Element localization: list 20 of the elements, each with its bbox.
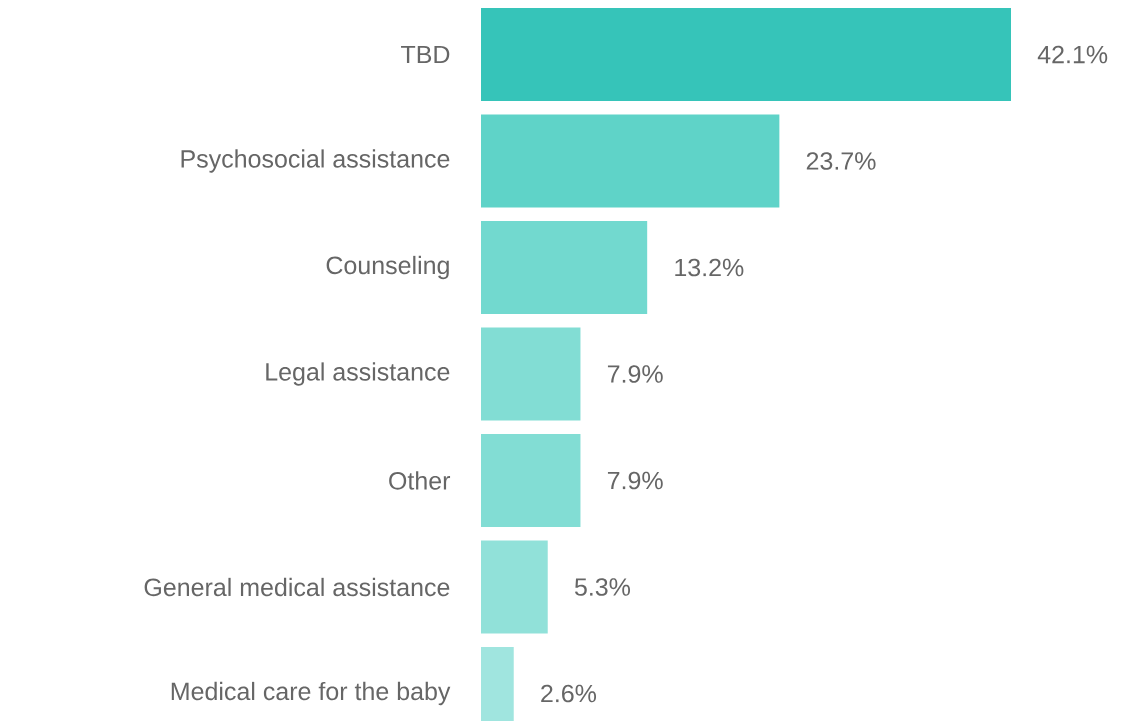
bar xyxy=(481,221,648,314)
data-label: 7.9% xyxy=(607,365,663,383)
y-tick-label: TBD xyxy=(401,45,450,64)
bar xyxy=(481,327,581,421)
data-label: 2.6% xyxy=(541,684,597,703)
data-label: 23.7% xyxy=(806,152,876,170)
data-label: 7.9% xyxy=(607,471,663,490)
y-tick-label: Counseling xyxy=(326,255,449,280)
y-tick-label: Psychosocial assistance xyxy=(181,149,450,173)
y-tick-label: Legal assistance xyxy=(266,362,450,386)
y-tick-label: General medical assistance xyxy=(144,577,450,597)
y-tick-label: Other xyxy=(389,471,451,490)
data-label: 42.1% xyxy=(1037,45,1108,64)
bar xyxy=(481,8,1012,101)
data-label: 5.3% xyxy=(574,578,631,596)
bar xyxy=(481,114,780,208)
bar xyxy=(481,540,548,634)
y-tick-label: Medical care for the baby xyxy=(171,681,451,706)
data-label: 13.2% xyxy=(675,258,744,277)
bar xyxy=(481,434,581,527)
